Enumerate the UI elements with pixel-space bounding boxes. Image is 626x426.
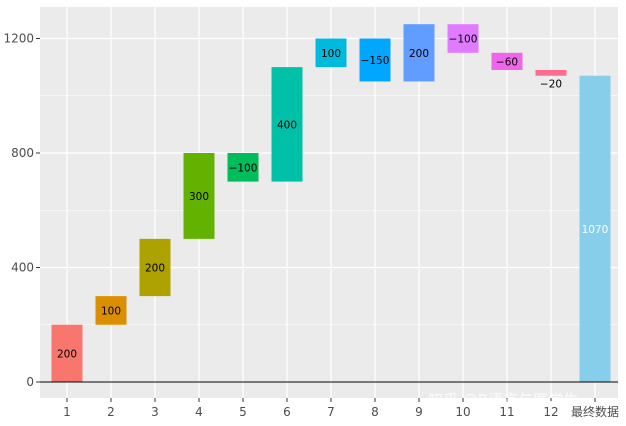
y-tick-label: 1200 [3, 32, 34, 46]
x-tick-label: 10 [455, 405, 470, 419]
bar-最终数据 [579, 75, 611, 383]
x-tick-label: 6 [283, 405, 291, 419]
bar-5 [227, 153, 259, 182]
y-tick-label: 400 [11, 261, 34, 275]
x-tick-label: 9 [415, 405, 423, 419]
x-tick-label: 7 [327, 405, 335, 419]
bar-label-10: −100 [449, 34, 478, 46]
bar-4 [183, 153, 215, 239]
x-tick-label: 12 [543, 405, 558, 419]
bar-label-11: −60 [496, 56, 518, 68]
bar-12 [535, 69, 567, 76]
bar-1 [51, 324, 83, 382]
bar-10 [447, 24, 479, 53]
bar-2 [95, 296, 127, 325]
x-tick-label: 最终数据 [571, 404, 619, 419]
bar-9 [403, 24, 435, 82]
bar-label-4: 300 [189, 191, 209, 203]
bar-label-12: −20 [540, 79, 562, 91]
bar-3 [139, 238, 171, 297]
bar-label-5: −100 [229, 162, 258, 174]
plot-panel [40, 7, 618, 398]
x-tick-label: 4 [195, 405, 203, 419]
bar-label-9: 200 [409, 48, 429, 60]
bar-label-8: −150 [361, 55, 390, 67]
bar-label-6: 400 [277, 119, 297, 131]
bar-label-最终数据: 1070 [582, 224, 609, 236]
x-tick-label: 8 [371, 405, 379, 419]
bar-label-2: 100 [101, 305, 121, 317]
x-tick-label: 2 [107, 405, 115, 419]
x-tick-label: 11 [499, 405, 514, 419]
grid-minor [40, 95, 618, 326]
bar-label-3: 200 [145, 263, 165, 275]
y-tick-label: 0 [26, 375, 34, 389]
bar-label-7: 100 [321, 48, 341, 60]
x-tick-label: 1 [63, 405, 71, 419]
bar-6 [271, 67, 303, 182]
watermark: 知乎 @R语言与医学生 [428, 391, 578, 409]
x-axis: 1 2 3 4 5 6 7 8 9 10 11 12 最终数据 [63, 398, 619, 419]
bar-7 [315, 38, 347, 68]
x-tick-label: 5 [239, 405, 247, 419]
x-tick-label: 3 [151, 405, 159, 419]
bar-labels: 200 100 200 300 −100 400 100 −150 200 −100 −60 −20 1… [57, 34, 608, 361]
bar-11 [491, 52, 523, 70]
y-axis: 0 400 800 1200 [3, 32, 40, 389]
y-tick-label: 800 [11, 146, 34, 160]
bar-8 [359, 38, 391, 82]
bars [51, 24, 611, 383]
bar-label-1: 200 [57, 348, 77, 360]
